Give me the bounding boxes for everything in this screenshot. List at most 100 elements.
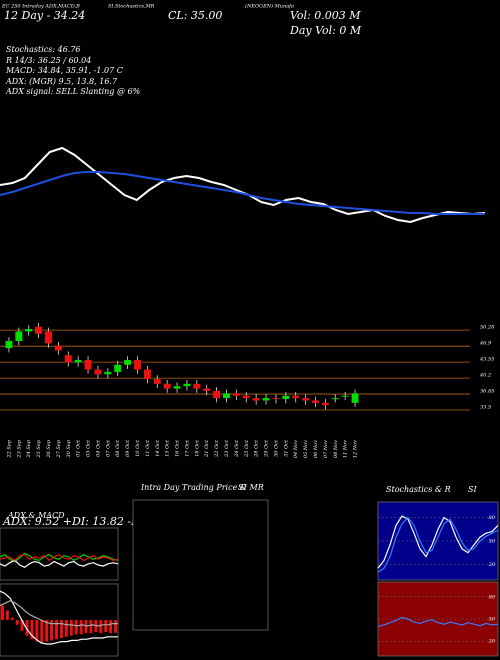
candle-body — [15, 331, 23, 341]
x-tick-label: 15 Oct — [165, 439, 171, 457]
y-tick-label: 46.9 — [479, 341, 492, 347]
candle-body — [94, 369, 102, 375]
x-tick-label: 03 Oct — [86, 439, 92, 457]
x-tick-label: 22 Sep — [6, 439, 12, 458]
histogram-bar — [109, 620, 113, 634]
candle-body — [173, 386, 181, 389]
x-tick-label: 08 Oct — [115, 439, 121, 457]
x-tick-label: 27 Sep — [56, 439, 62, 458]
x-tick-label: 29 Oct — [264, 439, 270, 458]
histogram-bar — [64, 620, 68, 637]
candle-body — [134, 360, 141, 370]
x-tick-label: 12 Nov — [353, 440, 359, 458]
histogram-bar — [35, 620, 39, 642]
series-line — [0, 171, 485, 215]
panel-background — [0, 527, 119, 581]
candle-body — [74, 360, 82, 363]
histogram-bar — [79, 620, 83, 635]
y-tick-label: 43.55 — [479, 357, 494, 363]
x-tick-label: 25 Oct — [244, 439, 250, 458]
candle-body — [321, 402, 329, 406]
series-line — [377, 616, 499, 627]
histogram-bar — [30, 620, 34, 640]
candle-body — [114, 364, 122, 372]
series-line — [0, 600, 118, 627]
x-tick-label: 24 Sep — [26, 439, 32, 458]
series-line — [0, 552, 119, 563]
macd-info: MACD: 34.84, 35.91, -1.07 C — [5, 66, 123, 75]
candle-body — [262, 398, 270, 401]
x-tick-label: 26 Sep — [46, 439, 52, 458]
signal-info: ADX signal: SELL Slanting @ 6% — [5, 87, 141, 96]
candle-body — [64, 355, 72, 363]
x-tick-label: 23 Sep — [16, 439, 22, 458]
histogram-bar — [45, 620, 49, 642]
panel-title: Stochastics & R — [386, 485, 451, 494]
x-tick-label: 01 Oct — [76, 439, 82, 457]
panel-background — [0, 583, 119, 657]
candle-body — [302, 398, 310, 401]
day-info: 12 Day - 34.24 — [4, 9, 85, 22]
histogram-bar — [25, 620, 29, 636]
vol-info: Vol: 0.003 M — [290, 9, 361, 22]
candle-body — [292, 395, 300, 399]
candle-body — [232, 393, 240, 396]
x-tick-label: 30 Sep — [66, 439, 72, 457]
y-tick-label: 80 — [489, 515, 496, 521]
histogram-bar — [99, 620, 103, 634]
candle-body — [242, 395, 250, 399]
histogram-bar — [59, 620, 63, 638]
panel-background — [132, 499, 269, 631]
day-vol-info: Day Vol: 0 M — [289, 24, 362, 37]
panel-title: Intra Day Trading Price & MR — [140, 483, 264, 492]
header-line: (NEOGEN) Munafa — [245, 3, 294, 10]
y-tick-label: 50 — [489, 617, 496, 623]
header-line: EC 250 Intraday ADX,MACD,B — [1, 4, 80, 10]
histogram-bar — [74, 620, 78, 635]
y-tick-label: 40.2 — [479, 373, 491, 379]
x-tick-label: 18 Oct — [194, 439, 200, 457]
histogram-bar — [20, 620, 24, 631]
candle-body — [5, 340, 13, 349]
series-line — [0, 553, 119, 562]
x-tick-label: 10 Oct — [135, 439, 141, 457]
candle-body — [35, 326, 43, 334]
histogram-bar — [69, 620, 73, 636]
y-tick-label: 80 — [489, 594, 496, 600]
histogram-bar — [84, 620, 88, 634]
x-tick-label: 30 Oct — [273, 439, 279, 457]
x-tick-label: 07 Oct — [105, 439, 111, 457]
candle-body — [84, 360, 92, 370]
x-tick-label: 21 Oct — [204, 439, 210, 458]
candle-body — [163, 383, 171, 389]
x-tick-label: 07 Nov — [323, 440, 329, 458]
candle-body — [312, 400, 319, 403]
adx-info: ADX: (MGR) 9.5, 13.8, 16.7 — [5, 77, 118, 86]
x-tick-label: 24 Oct — [234, 439, 240, 458]
candle-body — [153, 379, 161, 384]
x-tick-label: 11 Nov — [343, 440, 349, 458]
histogram-bar — [104, 620, 108, 632]
histogram-bar — [5, 610, 9, 620]
panel-title: ADX & MACD — [7, 511, 65, 520]
series-line — [377, 516, 499, 573]
candle-body — [104, 371, 112, 375]
x-tick-label: 08 Nov — [333, 440, 339, 458]
y-tick-label: 36.85 — [480, 389, 494, 395]
stoch-info: Stochastics: 46.76 — [6, 45, 81, 54]
close-info: CL: 35.00 — [168, 9, 222, 22]
candle-body — [25, 329, 33, 332]
x-tick-label: 25 Sep — [36, 439, 42, 458]
x-tick-label: 31 Oct — [283, 439, 289, 457]
y-tick-label: 33.5 — [480, 405, 491, 411]
y-tick-label: 50 — [489, 539, 496, 545]
histogram-bar — [50, 620, 54, 641]
candle-body — [183, 383, 191, 387]
rsi-info: R 14/3: 36.25 / 60.04 — [5, 56, 91, 65]
histogram-bar — [15, 620, 19, 625]
y-tick-label: 20 — [488, 639, 496, 645]
x-tick-label: 11 Oct — [145, 439, 151, 457]
candle-body — [124, 360, 132, 365]
candle-body — [223, 393, 230, 399]
